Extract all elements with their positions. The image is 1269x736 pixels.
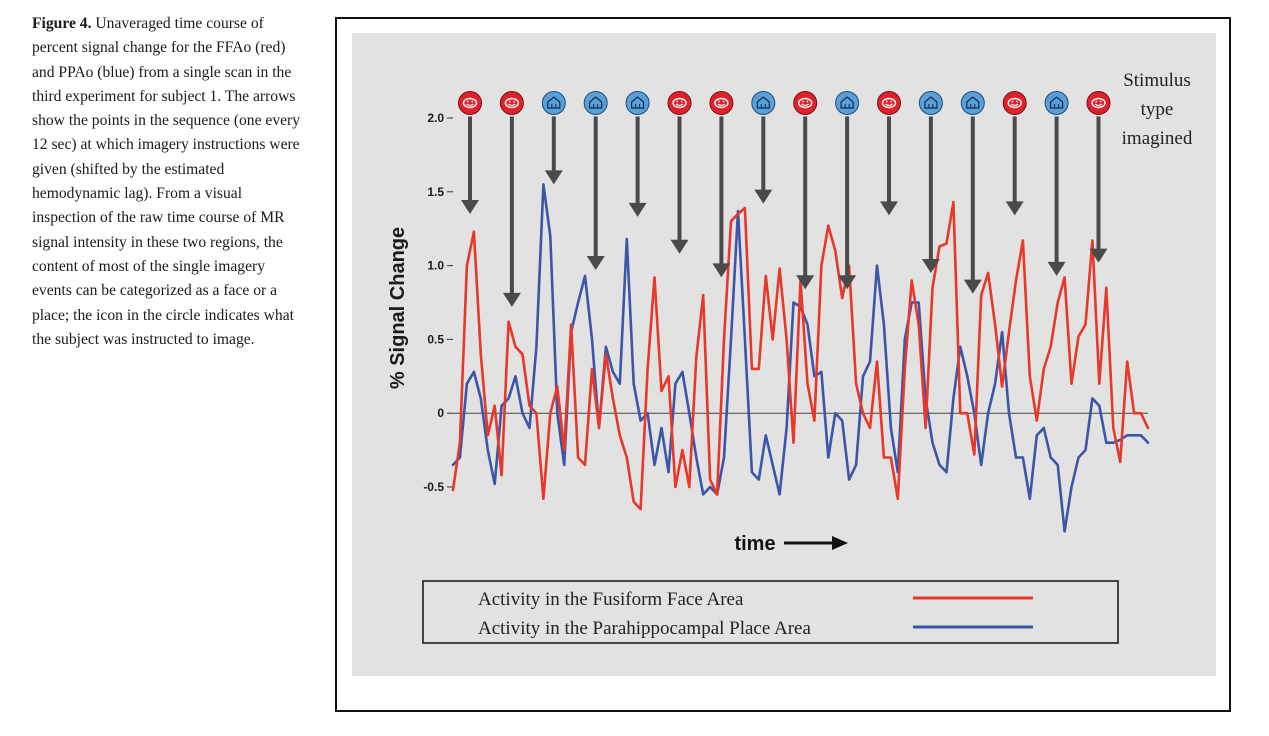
face-stimulus-icon: [667, 91, 692, 115]
place-stimulus-icon: [541, 91, 566, 115]
face-stimulus-icon: [1086, 91, 1111, 115]
figure-caption: Figure 4. Unaveraged time course of perc…: [32, 12, 307, 352]
instruction-arrow-head: [712, 263, 731, 278]
legend-label-place: Activity in the Parahippocampal Place Ar…: [478, 618, 811, 639]
place-stimulus-icon: [1044, 91, 1069, 115]
stimulus-title-line-2: type: [1141, 99, 1174, 120]
y-axis: -0.5 0 0.5 1.0 1.5 2.0: [423, 111, 453, 494]
place-stimulus-icon: [918, 91, 943, 115]
stimulus-title-line-3: imagined: [1122, 128, 1193, 149]
chart-panel-background: [352, 33, 1216, 676]
face-stimulus-icon: [877, 91, 901, 115]
stimulus-icons: [458, 91, 1111, 115]
face-stimulus-icon: [499, 91, 524, 115]
instruction-arrow-head: [502, 292, 521, 307]
instruction-arrow-head: [628, 202, 647, 217]
face-stimulus-icon: [458, 91, 482, 115]
instruction-arrow-head: [1005, 201, 1024, 216]
face-stimulus-icon: [709, 91, 734, 115]
y-tick-label: 1.0: [427, 259, 444, 273]
legend: Activity in the Fusiform Face Area Activ…: [422, 580, 1119, 644]
instruction-arrow-head: [1089, 248, 1108, 263]
instruction-arrow-head: [921, 258, 940, 273]
instruction-arrow-head: [838, 275, 857, 290]
instruction-arrow-head: [963, 279, 982, 294]
caption-text: Unaveraged time course of percent signal…: [32, 15, 301, 348]
x-axis-label: time: [734, 533, 775, 555]
place-stimulus-icon: [625, 91, 650, 115]
instruction-arrow-head: [754, 189, 773, 204]
face-stimulus-icon: [1002, 91, 1027, 115]
instruction-arrow-head: [586, 256, 605, 271]
instruction-arrow-head: [1047, 261, 1066, 276]
figure-label: Figure 4.: [32, 15, 92, 32]
instruction-arrow-head: [461, 199, 479, 214]
legend-label-face: Activity in the Fusiform Face Area: [478, 589, 744, 610]
stimulus-title-line-1: Stimulus: [1123, 70, 1191, 91]
y-tick-label: 2.0: [427, 111, 444, 125]
y-tick-label: 1.5: [427, 185, 444, 199]
place-stimulus-icon: [751, 91, 776, 115]
y-axis-label: % Signal Change: [387, 227, 409, 389]
instruction-arrow-head: [880, 201, 898, 216]
x-axis-arrow: [784, 536, 848, 550]
place-stimulus-icon: [835, 91, 860, 115]
instruction-arrow-head: [670, 239, 689, 254]
instruction-arrows: [461, 116, 1108, 307]
place-stimulus-icon: [583, 91, 608, 115]
y-tick-label: -0.5: [423, 480, 444, 494]
place-stimulus-icon: [960, 91, 985, 115]
y-tick-label: 0: [437, 406, 444, 420]
y-tick-label: 0.5: [427, 332, 444, 346]
legend-box: [422, 580, 1119, 644]
instruction-arrow-head: [544, 170, 563, 185]
instruction-arrow-head: [796, 275, 815, 290]
face-stimulus-icon: [793, 91, 818, 115]
